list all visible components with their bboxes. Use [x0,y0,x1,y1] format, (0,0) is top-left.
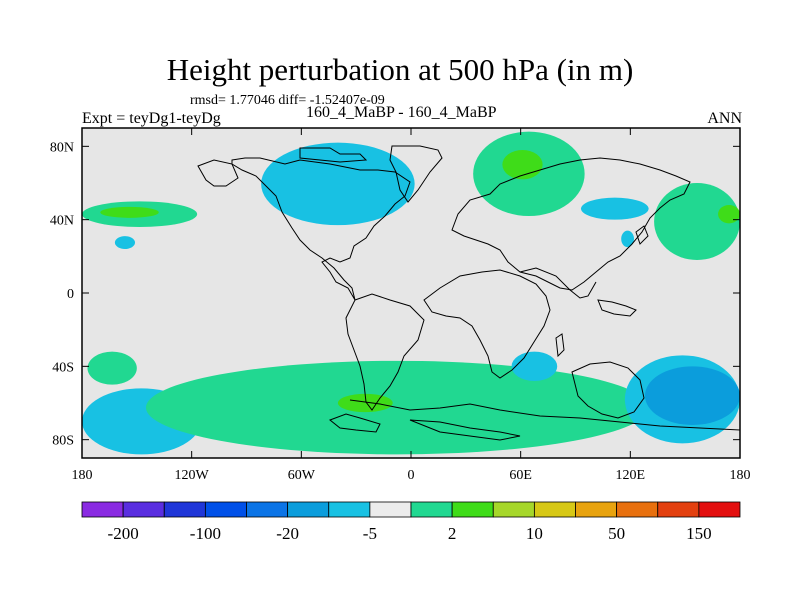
coastline-ross-ice [409,419,521,441]
colorbar-swatch [246,501,289,518]
coastline-arctic-islands [299,147,368,163]
season-label: ANN [707,110,742,127]
colorbar-swatch [287,501,330,518]
colorbar-swatch [410,501,453,518]
colorbar-swatch [575,501,618,518]
colorbar-label: 150 [686,524,712,543]
anomaly-region-n-america-negative [261,142,415,226]
coastline-africa [423,269,551,379]
colorbar-label: -5 [363,524,377,543]
colorbar-swatch [698,501,741,518]
colorbar-swatch [163,501,206,518]
lon-tick-label: 120E [616,468,646,483]
colorbar-label: 10 [526,524,543,543]
coastline-north-america [231,157,411,301]
anomaly-region-indian-ocean-negative [511,351,558,382]
lon-tick-label: 180 [72,468,93,483]
lat-tick-label: 80N [50,140,74,155]
coastline-eurasia [451,157,691,291]
lat-tick-label: 80S [52,434,74,449]
anomaly-region-n-pacific-small-negative [114,236,136,249]
lon-tick-label: 60E [509,468,532,483]
colorbar-swatch [616,501,659,518]
colorbar-label: 2 [448,524,457,543]
colorbar-swatch [451,501,494,518]
anomaly-regions [82,131,740,455]
axis-ticks: 180 120W 60W 0 60E 120E 180 80N 40N 0 40S 80S [50,128,751,483]
coastline-indonesia [597,299,637,317]
colorbar-swatch [492,501,535,518]
colorbar-swatch [204,501,247,518]
coastlines [197,145,740,441]
colorbar-label: 50 [608,524,625,543]
lon-tick-label: 0 [408,468,415,483]
coastline-greenland [389,145,443,203]
lon-tick-label: 60W [288,468,316,483]
coastline-madagascar [555,333,565,358]
colorbar-label: -20 [276,524,299,543]
anomaly-region-e-asia-negative [580,197,649,220]
colorbar-swatch [122,501,165,518]
coastline-australia [571,361,645,419]
anomaly-region-ne-pacific-positive [654,183,740,260]
coastline-south-america [345,293,425,411]
colorbar-swatch [657,501,700,518]
rmsd-diff-stats: rmsd= 1.77046 diff= -1.52407e-09 [190,93,385,108]
plot-title: Height perturbation at 500 hPa (in m) [166,52,634,87]
coastline-south-asia [519,267,597,299]
coastline-antarctic-peninsula [329,413,381,433]
lon-tick-label: 180 [730,468,751,483]
lat-tick-label: 40S [52,360,74,375]
anomaly-region-ne-pacific-core [718,205,740,224]
colorbar-label: -200 [108,524,139,543]
case-label: 160_4_MaBP - 160_4_MaBP [306,104,497,121]
anomaly-region-s-pacific-positive [87,351,137,385]
anomaly-region-s-indian-core [644,366,740,425]
colorbar-label: -100 [190,524,221,543]
colorbar-swatch [328,501,371,518]
colorbar-swatch [81,501,124,518]
coastline-alaska [197,159,239,187]
coastline-japan [635,225,649,245]
lon-tick-label: 120W [175,468,210,483]
colorbar: -200 -100 -20 -5 2 10 50 150 [81,501,741,543]
anomaly-region-n-pacific-core [100,206,159,218]
anomaly-region-japan-negative [621,230,634,248]
lat-tick-label: 40N [50,214,74,229]
experiment-label: Expt = teyDg1-teyDg [82,110,221,127]
anomaly-region-southern-ocean-core [337,393,393,413]
colorbar-swatch [369,501,412,518]
colorbar-swatch [533,501,576,518]
coastline-antarctica [349,399,740,431]
lat-tick-label: 0 [67,287,74,302]
